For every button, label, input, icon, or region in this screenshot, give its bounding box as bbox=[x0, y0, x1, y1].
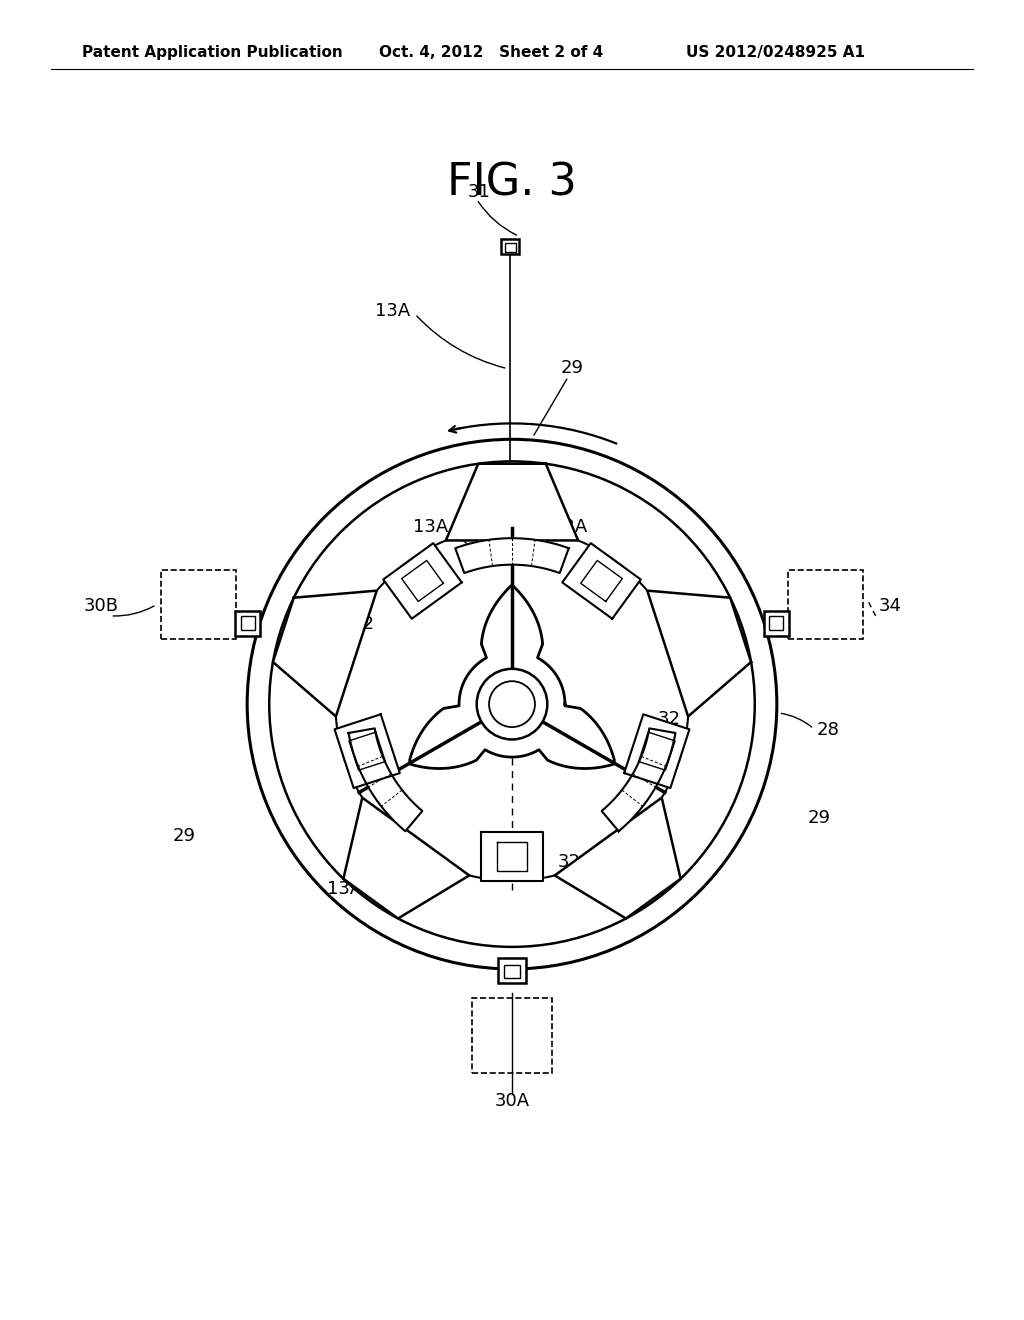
Text: 28: 28 bbox=[816, 721, 840, 739]
Text: 34: 34 bbox=[879, 598, 901, 615]
Bar bbox=[498, 958, 526, 983]
Circle shape bbox=[336, 528, 688, 880]
Bar bbox=[788, 570, 863, 639]
Text: FIG. 3: FIG. 3 bbox=[447, 162, 577, 205]
Text: 29: 29 bbox=[560, 359, 584, 378]
Circle shape bbox=[247, 440, 777, 969]
Polygon shape bbox=[383, 543, 462, 619]
Text: 13A: 13A bbox=[375, 302, 411, 319]
Text: Patent Application Publication: Patent Application Publication bbox=[82, 45, 343, 59]
Text: 13A: 13A bbox=[414, 517, 449, 536]
Text: 30B: 30B bbox=[84, 598, 119, 615]
Circle shape bbox=[269, 462, 755, 946]
Bar bbox=[472, 998, 552, 1073]
Polygon shape bbox=[562, 543, 641, 619]
Bar bbox=[236, 611, 260, 635]
Text: Oct. 4, 2012   Sheet 2 of 4: Oct. 4, 2012 Sheet 2 of 4 bbox=[379, 45, 603, 59]
Polygon shape bbox=[602, 729, 676, 832]
Bar bbox=[769, 616, 783, 630]
Text: 32: 32 bbox=[558, 854, 581, 871]
Circle shape bbox=[477, 669, 547, 739]
Text: 31: 31 bbox=[468, 182, 490, 201]
Text: 32: 32 bbox=[657, 710, 681, 727]
Polygon shape bbox=[335, 714, 399, 788]
Text: 32: 32 bbox=[352, 615, 375, 634]
Text: 13A: 13A bbox=[552, 517, 587, 536]
Polygon shape bbox=[456, 539, 568, 573]
Text: 30A: 30A bbox=[495, 1092, 529, 1110]
Polygon shape bbox=[343, 797, 469, 919]
Bar bbox=[764, 611, 788, 635]
Text: 29: 29 bbox=[172, 826, 196, 845]
Bar bbox=[161, 570, 236, 639]
Circle shape bbox=[489, 681, 535, 727]
Bar bbox=[504, 965, 520, 978]
Bar bbox=[241, 616, 255, 630]
Polygon shape bbox=[481, 832, 543, 880]
Polygon shape bbox=[647, 590, 751, 717]
Polygon shape bbox=[273, 590, 377, 717]
Text: 13A: 13A bbox=[327, 880, 361, 898]
Bar bbox=[502, 239, 519, 253]
Text: 29: 29 bbox=[808, 809, 830, 828]
Polygon shape bbox=[410, 585, 614, 768]
Polygon shape bbox=[555, 797, 681, 919]
Bar bbox=[505, 243, 515, 252]
Polygon shape bbox=[445, 463, 579, 540]
Polygon shape bbox=[625, 714, 689, 788]
Text: US 2012/0248925 A1: US 2012/0248925 A1 bbox=[686, 45, 865, 59]
Polygon shape bbox=[348, 729, 422, 832]
